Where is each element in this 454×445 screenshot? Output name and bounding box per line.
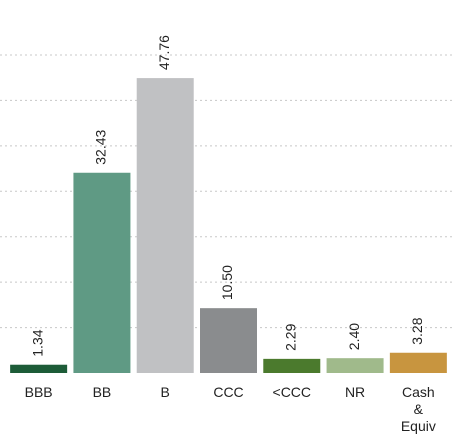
bar (200, 308, 257, 373)
x-tick-label: <CCC (272, 384, 312, 400)
value-label: 10.50 (219, 265, 235, 300)
bar (326, 358, 384, 373)
x-tick-label: BBB (24, 384, 53, 400)
value-label: 47.76 (156, 35, 172, 70)
bar (73, 172, 131, 373)
x-tick-label: CCC (213, 384, 244, 400)
x-tick-label: Cash & Equiv (400, 384, 436, 434)
x-tick-label: NR (344, 384, 366, 400)
value-label: 3.28 (409, 317, 425, 344)
value-label: 2.29 (282, 323, 298, 350)
x-tick-label: B (160, 384, 170, 400)
value-label: 2.40 (346, 323, 362, 350)
x-tick-label: BB (92, 384, 112, 400)
bar (10, 364, 68, 373)
value-label: 32.43 (93, 130, 109, 165)
bar (263, 358, 321, 373)
bar (389, 352, 447, 373)
value-label: 1.34 (29, 329, 45, 356)
bar (136, 78, 194, 373)
